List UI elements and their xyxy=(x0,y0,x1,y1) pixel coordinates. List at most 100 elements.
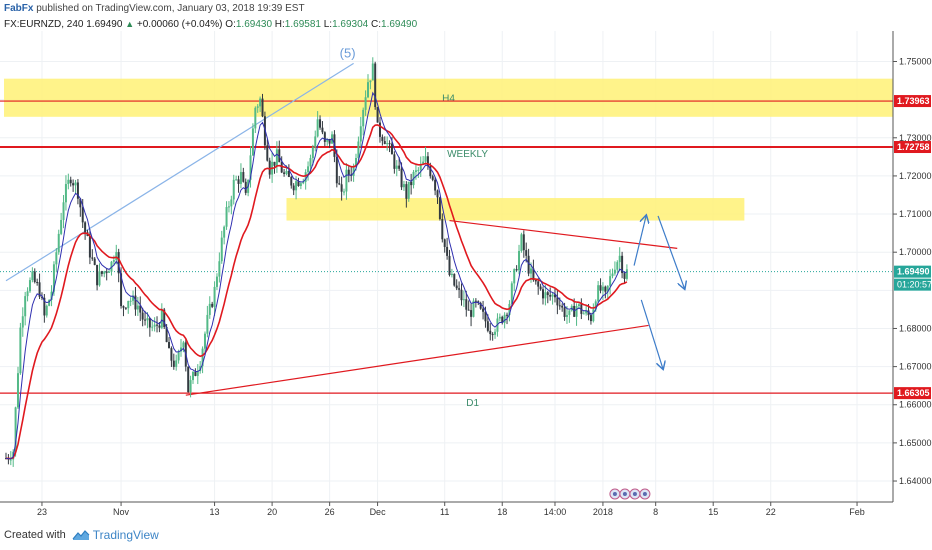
candle-body xyxy=(321,127,324,133)
candle-body xyxy=(314,136,317,148)
author-link[interactable]: FabFx xyxy=(4,3,34,14)
level-price-tag-bg xyxy=(894,387,931,400)
candle-body xyxy=(120,273,123,307)
candle-body xyxy=(460,289,463,301)
candle-body xyxy=(136,305,139,310)
candle-body xyxy=(180,347,183,352)
candle-body xyxy=(292,185,295,191)
level-price-tag: 1.73963 xyxy=(897,96,930,106)
candle-body xyxy=(616,262,619,270)
candle-body xyxy=(458,288,461,290)
candle-body xyxy=(388,143,391,145)
candle-body xyxy=(402,184,405,188)
candle-body xyxy=(307,166,310,173)
candle-body xyxy=(28,280,31,292)
candle-body xyxy=(390,143,393,155)
candle-body xyxy=(273,161,276,166)
candle-body xyxy=(259,98,262,107)
projection-arrows xyxy=(633,216,684,369)
candle-body xyxy=(465,299,468,310)
candle-body xyxy=(544,292,547,299)
candle-body xyxy=(443,239,446,247)
candle-body xyxy=(60,219,63,234)
time-tick-label: Nov xyxy=(113,507,130,517)
candle-body xyxy=(539,286,542,290)
candle-body xyxy=(26,291,29,297)
candle-body xyxy=(285,170,288,174)
candle-body xyxy=(374,63,377,107)
candle-body xyxy=(328,138,331,144)
level-text: D1 xyxy=(466,398,479,409)
axes: 1.75000 1.73000 1.72000 1.71000 1.70000 1.680… xyxy=(0,31,932,517)
level-price-tag-bg xyxy=(894,141,931,154)
candle-body xyxy=(398,165,401,169)
candle-body xyxy=(160,309,163,328)
candle-body xyxy=(518,250,521,271)
candle-body xyxy=(127,300,130,309)
candle-body xyxy=(381,136,384,142)
price-tick-label: 1.75000 xyxy=(899,57,932,67)
candle-body xyxy=(525,250,528,256)
candle-body xyxy=(287,170,290,177)
event-icon-dot xyxy=(632,492,637,496)
candle-body xyxy=(38,282,41,297)
candle-body xyxy=(568,310,571,315)
candle-body xyxy=(115,252,118,261)
candle-body xyxy=(283,172,286,174)
candle-body xyxy=(426,156,429,167)
tradingview-brand[interactable]: TradingView xyxy=(92,528,159,542)
candle-body xyxy=(506,314,509,316)
candle-body xyxy=(72,183,75,186)
projection-arrow xyxy=(640,299,663,369)
candle-body xyxy=(112,260,115,262)
candle-body xyxy=(364,97,367,110)
candle-body xyxy=(345,169,348,192)
candle-body xyxy=(311,147,314,159)
candle-body xyxy=(213,286,216,307)
candle-body xyxy=(422,161,425,165)
candle-body xyxy=(429,166,432,177)
candle-body xyxy=(621,255,624,274)
candle-body xyxy=(515,269,518,271)
time-tick-label: 11 xyxy=(440,507,449,517)
candle-body xyxy=(498,316,501,319)
candle-body xyxy=(237,179,240,184)
candle-body xyxy=(280,162,283,173)
candle-body xyxy=(290,176,293,186)
candle-body xyxy=(340,184,343,192)
candle-body xyxy=(489,330,492,335)
candle-body xyxy=(434,179,437,191)
candle-body xyxy=(148,318,151,328)
candle-body xyxy=(479,303,482,309)
candle-body xyxy=(84,222,87,233)
candle-body xyxy=(299,183,302,187)
candle-body xyxy=(43,297,46,316)
candle-body xyxy=(383,141,386,145)
candle-body xyxy=(105,271,108,273)
candle-body xyxy=(532,268,535,281)
candle-body xyxy=(74,182,77,186)
time-tick-label: 20 xyxy=(267,507,277,517)
candle-body xyxy=(194,371,197,376)
candle-body xyxy=(93,258,96,265)
candle-body xyxy=(225,207,228,227)
high-label: H: xyxy=(274,19,285,30)
level-text: WEEKLY xyxy=(447,149,488,160)
candle-body xyxy=(132,295,135,301)
candle-body xyxy=(319,119,322,128)
candle-body xyxy=(472,300,475,317)
candle-body xyxy=(297,181,300,187)
candle-body xyxy=(589,315,592,322)
time-tick-label: 18 xyxy=(497,507,507,517)
candle-body xyxy=(594,301,597,310)
candle-body xyxy=(14,407,17,452)
candle-body xyxy=(278,149,281,163)
candle-body xyxy=(577,304,580,307)
candle-body xyxy=(76,182,79,199)
trendline xyxy=(5,62,354,282)
candle-body xyxy=(261,98,264,117)
candle-body xyxy=(268,160,271,175)
published-text: published on TradingView.com, January 03… xyxy=(36,3,305,14)
candle-body xyxy=(575,306,578,317)
